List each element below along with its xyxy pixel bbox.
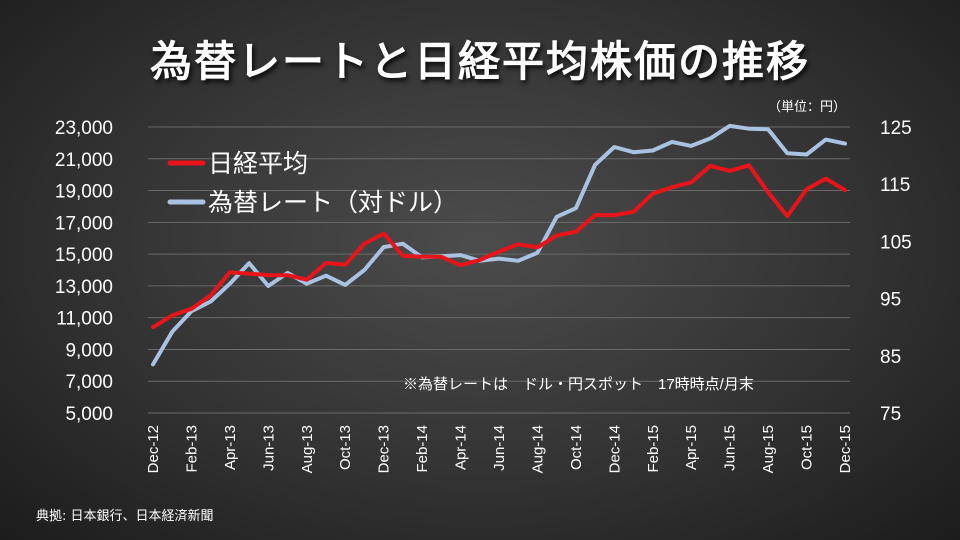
x-tick-label: Jun-15: [722, 425, 739, 471]
y-left-tick-label: 21,000: [55, 150, 113, 171]
x-tick-label: Apr-14: [453, 425, 470, 470]
gridlines: [148, 126, 850, 414]
x-tick-label: Aug-15: [760, 425, 777, 473]
series-line-1: [151, 123, 847, 367]
x-tick-label: Feb-15: [645, 425, 662, 473]
unit-note: （単位：円）: [767, 100, 846, 115]
source-note: 典拠: 日本銀行、日本経済新聞: [36, 509, 214, 524]
y-right-tick-label: 85: [880, 347, 901, 368]
legend-label: 為替レート（対ドル）: [208, 189, 458, 217]
x-tick-label: Dec-15: [837, 425, 854, 473]
y-left-tick-label: 7,000: [65, 372, 113, 393]
y-left-tick-label: 5,000: [65, 404, 113, 425]
right-axis-ticks: 75 85 95 105 115 125: [880, 118, 912, 425]
x-tick-label: Oct-15: [799, 425, 816, 470]
legend-label: 日経平均: [208, 150, 308, 178]
x-tick-label: Dec-12: [145, 425, 162, 473]
x-tick-label: Jun-14: [491, 425, 508, 471]
x-tick-label: Dec-14: [606, 425, 623, 473]
x-tick-label: Apr-15: [683, 425, 700, 470]
x-tick-label: Oct-14: [568, 425, 585, 470]
y-right-tick-label: 115: [880, 175, 910, 196]
x-tick-label: Oct-13: [337, 425, 354, 470]
y-left-tick-label: 13,000: [55, 277, 113, 298]
chart-annotation: ※為替レートは ドル・円スポット 17時時点/月末: [403, 376, 754, 393]
x-axis-ticks: Dec-12 Feb-13 Apr-13 Jun-13 Aug-13 Oct-13 Dec-…: [145, 425, 854, 473]
x-tick-label: Aug-13: [299, 425, 316, 473]
y-right-tick-label: 75: [880, 404, 901, 425]
y-right-tick-label: 95: [880, 290, 901, 311]
chart-title: 為替レートと日経平均株価の推移: [149, 37, 810, 86]
y-right-tick-label: 105: [880, 232, 912, 253]
y-left-tick-label: 9,000: [65, 340, 113, 361]
y-left-tick-label: 19,000: [55, 182, 113, 203]
x-tick-label: Aug-14: [529, 425, 546, 473]
y-left-tick-label: 11,000: [56, 309, 113, 330]
x-tick-label: Apr-13: [222, 425, 239, 470]
series-lines: [151, 123, 847, 367]
x-tick-label: Feb-13: [183, 425, 200, 473]
y-left-tick-label: 15,000: [55, 245, 113, 266]
x-tick-label: Dec-13: [376, 425, 393, 473]
y-right-tick-label: 125: [880, 118, 912, 139]
left-axis-ticks: 5,000 7,000 9,000 11,000 13,000 15,000 17,000 1…: [55, 118, 113, 425]
x-tick-label: Feb-14: [414, 425, 431, 473]
x-tick-label: Jun-13: [260, 425, 277, 471]
y-left-tick-label: 17,000: [55, 213, 113, 234]
series-line-0: [151, 163, 847, 330]
y-left-tick-label: 23,000: [55, 118, 113, 139]
